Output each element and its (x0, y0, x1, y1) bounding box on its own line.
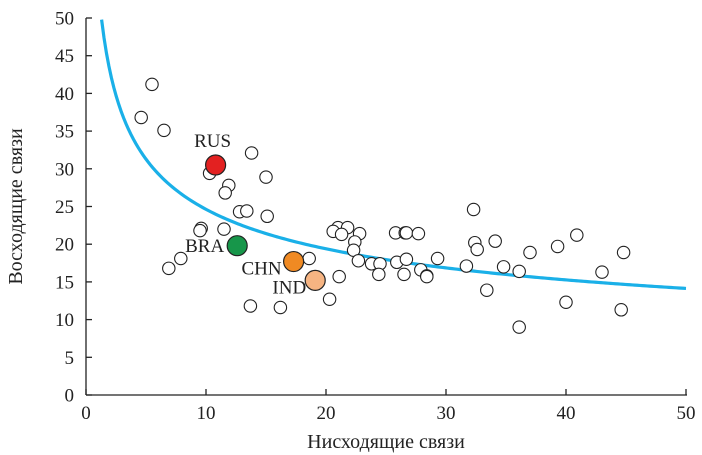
x-tick-label: 50 (677, 403, 696, 424)
point-bra (226, 235, 248, 257)
data-point (322, 292, 337, 306)
label-rus: RUS (194, 131, 231, 152)
data-point (570, 228, 584, 242)
x-tick-label: 0 (81, 403, 91, 424)
data-point (244, 146, 259, 160)
data-point (480, 283, 494, 297)
data-point (420, 269, 434, 284)
data-point (145, 77, 159, 92)
data-point (218, 186, 232, 200)
y-axis-title: Восходящие связи (5, 128, 27, 285)
y-tick-label: 5 (65, 348, 75, 369)
point-ind (304, 269, 326, 291)
label-ind: IND (272, 277, 306, 298)
data-point (399, 252, 414, 267)
data-point (512, 320, 526, 334)
y-tick-label: 20 (55, 235, 74, 256)
x-tick-label: 30 (437, 403, 456, 424)
label-bra: BRA (185, 236, 224, 257)
data-point (470, 242, 484, 257)
data-point (259, 170, 273, 184)
data-point (399, 226, 414, 240)
data-point (243, 299, 258, 313)
data-point (411, 226, 426, 241)
data-point (430, 251, 445, 266)
y-tick-label: 40 (55, 84, 74, 105)
data-point (334, 227, 349, 242)
data-point (134, 110, 148, 125)
label-chn: CHN (241, 259, 281, 280)
x-axis-ticks: 0 10 20 30 40 50 (81, 389, 696, 424)
data-point (193, 223, 207, 238)
data-point (523, 245, 537, 260)
x-tick-label: 40 (557, 403, 576, 424)
data-point (614, 303, 628, 317)
data-point (496, 260, 511, 274)
data-point (616, 245, 631, 260)
data-point (302, 251, 316, 266)
data-point (157, 123, 171, 138)
data-point (162, 261, 176, 276)
data-point (559, 295, 573, 310)
y-tick-label: 35 (55, 122, 74, 143)
data-point (332, 269, 346, 284)
point-chn (283, 250, 305, 273)
y-tick-label: 30 (55, 159, 74, 180)
data-point (397, 267, 411, 282)
y-tick-label: 15 (55, 272, 74, 293)
data-point (372, 267, 386, 282)
data-point (488, 234, 502, 248)
y-tick-label: 50 (55, 9, 74, 30)
axes (85, 18, 687, 396)
data-point (240, 204, 254, 218)
y-tick-label: 45 (55, 46, 74, 67)
y-tick-label: 10 (55, 310, 74, 331)
data-point (217, 222, 231, 236)
data-point (273, 300, 288, 315)
data-point (512, 264, 526, 279)
y-tick-label: 25 (55, 197, 74, 218)
data-point (260, 209, 274, 224)
data-point (174, 251, 188, 266)
data-point (466, 202, 481, 217)
point-rus (205, 154, 227, 176)
data-point (550, 239, 565, 254)
x-axis-title: Нисходящие связи (307, 431, 465, 453)
y-tick-label: 0 (65, 386, 75, 407)
data-point (595, 265, 609, 279)
y-axis-ticks: 0 5 10 15 20 25 30 35 40 45 50 (55, 9, 92, 407)
x-tick-label: 10 (197, 403, 216, 424)
data-points (134, 77, 631, 334)
x-tick-label: 20 (317, 403, 336, 424)
data-point (351, 254, 366, 268)
data-point (459, 259, 474, 273)
